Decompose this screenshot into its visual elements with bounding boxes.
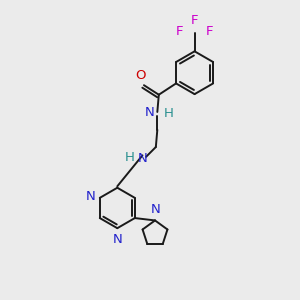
Text: H: H xyxy=(164,106,174,120)
Text: F: F xyxy=(191,14,198,27)
Text: N: N xyxy=(138,152,147,165)
Text: N: N xyxy=(86,190,96,203)
Text: O: O xyxy=(135,69,146,82)
Text: H: H xyxy=(124,151,134,164)
Text: F: F xyxy=(206,25,213,38)
Text: N: N xyxy=(145,106,155,119)
Text: N: N xyxy=(112,232,122,246)
Text: N: N xyxy=(150,203,160,216)
Text: F: F xyxy=(176,25,183,38)
